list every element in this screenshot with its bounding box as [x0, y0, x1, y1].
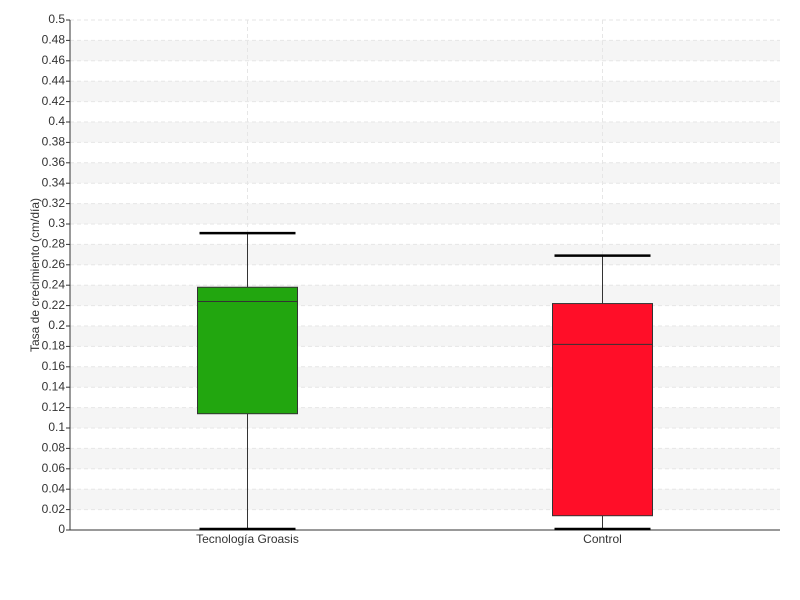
y-tick-label: 0.26 — [42, 257, 66, 271]
y-tick-label: 0.32 — [42, 196, 66, 210]
y-tick-label: 0.02 — [42, 502, 66, 516]
grid-band — [70, 448, 780, 469]
y-tick-label: 0.04 — [42, 481, 66, 495]
grid-band — [70, 366, 780, 388]
y-tick-label: 0.06 — [42, 461, 66, 475]
y-tick-label: 0.08 — [42, 441, 66, 455]
grid-band — [70, 203, 780, 224]
box — [197, 286, 298, 415]
x-tick-label: Tecnología Groasis — [196, 532, 299, 546]
box — [552, 303, 653, 517]
y-tick-label: 0.22 — [42, 298, 66, 312]
y-tick-label: 0.4 — [48, 114, 65, 128]
y-tick-label: 0.14 — [42, 379, 66, 393]
y-tick-label: 0.28 — [42, 237, 66, 251]
y-tick-label: 0.34 — [42, 175, 66, 189]
grid-band — [70, 326, 780, 347]
y-tick-label: 0.38 — [42, 135, 66, 149]
grid-band — [70, 285, 780, 306]
y-tick-label: 0.3 — [48, 216, 65, 230]
y-tick-label: 0.5 — [48, 12, 65, 26]
y-tick-label: 0.12 — [42, 400, 66, 414]
y-tick-label: 0.44 — [42, 73, 66, 87]
y-tick-label: 0.24 — [42, 277, 66, 291]
y-tick-label: 0.42 — [42, 94, 66, 108]
grid-band — [70, 122, 780, 143]
y-tick-label: 0.1 — [48, 420, 65, 434]
grid-band — [70, 40, 780, 61]
y-tick-label: 0.16 — [42, 359, 66, 373]
grid-band — [70, 162, 780, 184]
grid-band — [70, 407, 780, 428]
y-tick-label: 0 — [58, 522, 65, 536]
y-tick-label: 0.2 — [48, 318, 65, 332]
y-axis-label: Tasa de crecimiento (cm/día) — [28, 198, 42, 352]
y-tick-label: 0.18 — [42, 339, 66, 353]
y-tick-label: 0.36 — [42, 155, 66, 169]
grid-band — [70, 489, 780, 510]
grid-band — [70, 244, 780, 265]
y-tick-label: 0.48 — [42, 33, 66, 47]
x-tick-label: Control — [583, 532, 622, 546]
grid-band — [70, 81, 780, 102]
y-tick-label: 0.46 — [42, 53, 66, 67]
